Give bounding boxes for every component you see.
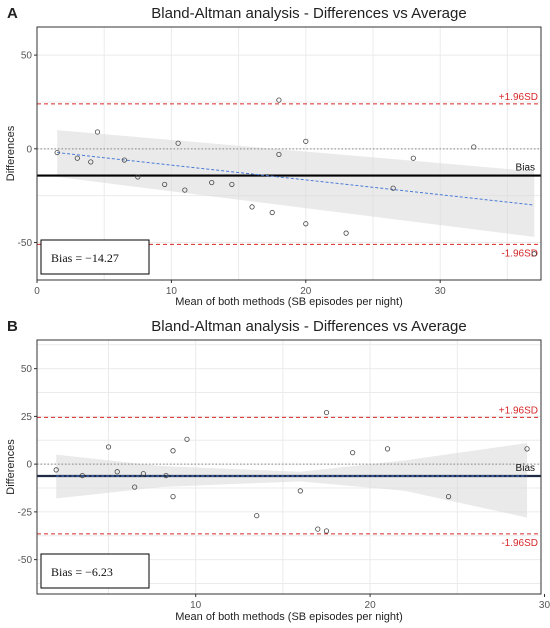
data-point xyxy=(323,528,330,534)
y-axis-title: Differences xyxy=(5,439,17,495)
chart-title: Bland-Altman analysis - Differences vs A… xyxy=(151,5,466,22)
data-point xyxy=(53,467,59,473)
lower-loa-label: -1.96SD xyxy=(501,248,538,259)
data-point xyxy=(105,444,112,450)
y-tick-label: -50 xyxy=(18,555,33,566)
y-axis-title: Differences xyxy=(5,125,17,181)
data-point xyxy=(276,151,282,158)
data-point xyxy=(140,471,146,477)
x-axis-title: Mean of both methods (SB episodes per ni… xyxy=(175,296,402,308)
data-point xyxy=(524,446,530,452)
data-point xyxy=(297,488,303,494)
x-axis-title: Mean of both methods (SB episodes per ni… xyxy=(175,611,402,623)
x-tick-label: 30 xyxy=(435,286,447,297)
panel-letter: B xyxy=(7,318,18,335)
x-tick-label: 10 xyxy=(190,600,202,611)
y-tick-label: 50 xyxy=(21,364,33,375)
data-point xyxy=(88,159,94,165)
data-point xyxy=(276,97,282,103)
data-points xyxy=(54,97,537,257)
upper-loa-label: +1.96SD xyxy=(499,92,538,103)
data-point xyxy=(315,526,321,532)
y-tick-label: -50 xyxy=(18,238,33,249)
y-tick-label: 0 xyxy=(26,460,32,471)
data-point xyxy=(445,494,452,500)
bias-line-label: Bias xyxy=(516,163,535,174)
data-point xyxy=(343,230,349,236)
data-point xyxy=(135,174,141,180)
y-tick-label: -25 xyxy=(18,507,33,518)
data-point xyxy=(254,513,260,519)
data-point xyxy=(132,484,138,490)
data-point xyxy=(184,436,190,442)
data-point xyxy=(390,185,396,191)
bias-box xyxy=(40,239,150,275)
data-point xyxy=(54,149,60,156)
panel-letter: A xyxy=(7,5,18,22)
x-tick-label: 20 xyxy=(365,600,377,611)
data-point xyxy=(162,181,168,188)
x-tick-label: 0 xyxy=(34,286,40,297)
y-tick-label: 50 xyxy=(21,51,33,62)
x-tick-label: 10 xyxy=(166,286,178,297)
panel-b: B Bland-Altman analysis - Differences vs … xyxy=(5,318,550,623)
data-point xyxy=(531,251,537,257)
upper-loa-label: +1.96SD xyxy=(499,405,538,416)
x-tick-label: 20 xyxy=(300,286,312,297)
chart-title: Bland-Altman analysis - Differences vs A… xyxy=(151,318,466,335)
data-point xyxy=(249,204,255,210)
data-point xyxy=(94,129,101,135)
y-tick-label: 25 xyxy=(21,412,33,423)
data-point xyxy=(182,187,188,193)
data-point xyxy=(170,494,176,500)
data-points xyxy=(53,409,530,534)
confidence-band xyxy=(56,443,528,518)
data-point xyxy=(121,157,127,163)
data-point xyxy=(384,446,391,452)
data-point xyxy=(350,450,356,456)
plot-border xyxy=(36,339,542,595)
plot-border xyxy=(36,26,542,281)
data-point xyxy=(79,472,85,479)
bias-box-text: Bias = −14.27 xyxy=(51,251,119,265)
data-point xyxy=(114,469,120,475)
y-tick-label: 0 xyxy=(26,144,32,155)
data-point xyxy=(175,140,181,146)
data-point xyxy=(209,179,215,186)
x-tick-label: 30 xyxy=(539,600,550,611)
data-point xyxy=(303,221,309,227)
data-point xyxy=(323,409,330,416)
lower-loa-label: -1.96SD xyxy=(501,538,538,549)
panel-a: A Bland-Altman analysis - Differences vs … xyxy=(5,5,542,308)
bias-box-text: Bias = −6.23 xyxy=(51,565,113,579)
data-point xyxy=(74,155,80,161)
data-point xyxy=(410,155,416,161)
data-point xyxy=(163,472,169,479)
bias-box xyxy=(40,553,150,589)
data-point xyxy=(269,209,275,216)
data-point xyxy=(471,144,477,150)
data-point xyxy=(170,448,176,454)
data-point xyxy=(229,181,235,188)
confidence-band xyxy=(57,130,535,237)
data-point xyxy=(303,138,309,144)
bias-line-label: Bias xyxy=(516,463,535,474)
